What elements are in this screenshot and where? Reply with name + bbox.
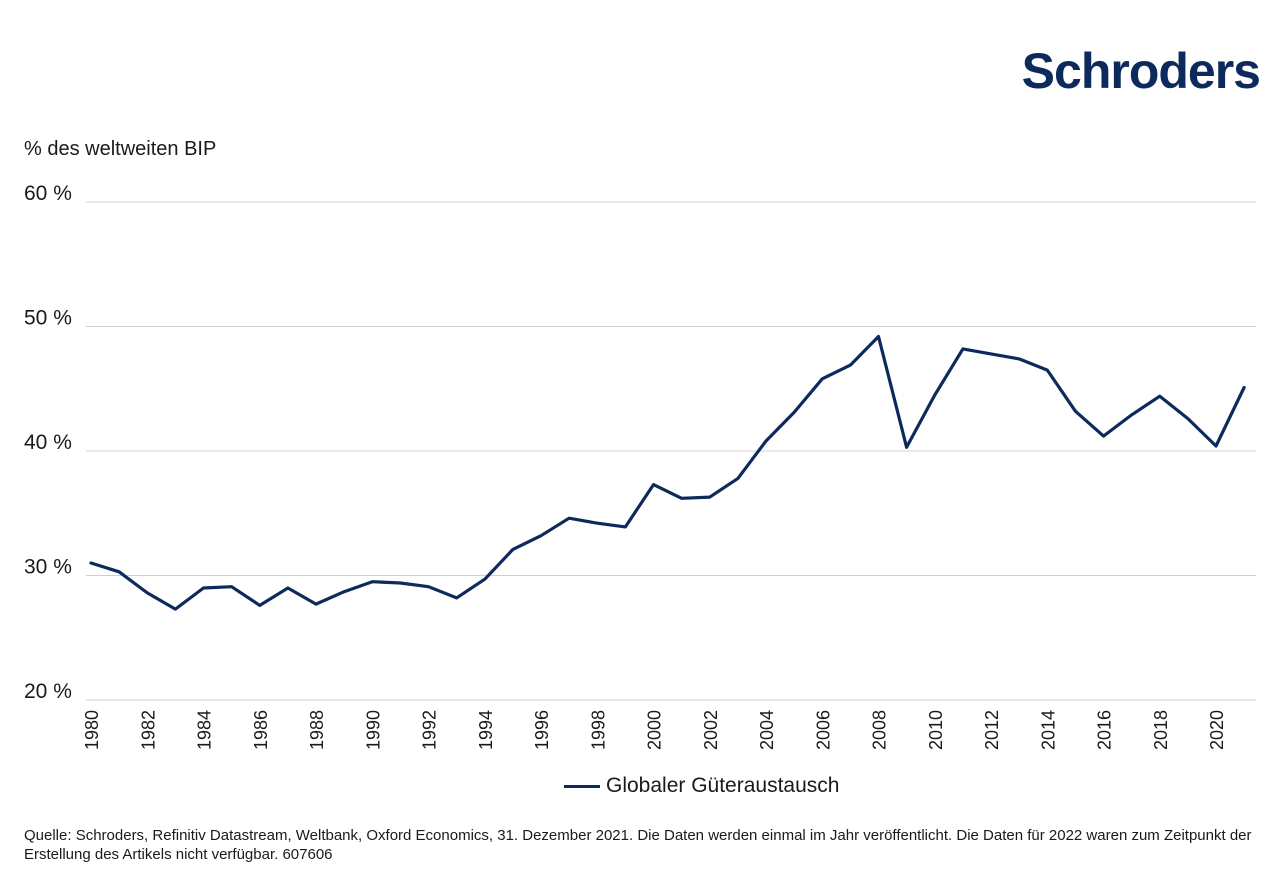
data-point (961, 347, 965, 351)
y-tick-label: 40 % (24, 431, 72, 454)
data-point (821, 377, 824, 380)
data-point (792, 411, 796, 414)
data-point (624, 525, 627, 529)
source-note: Quelle: Schroders, Refinitiv Datastream,… (24, 827, 1252, 863)
data-point (483, 578, 486, 581)
x-tick-label: 2000 (645, 710, 665, 750)
schroders-logo: Schroders (1021, 43, 1261, 99)
x-tick-label: 2018 (1151, 710, 1171, 750)
x-tick-label: 2020 (1207, 710, 1227, 750)
x-tick-label: 2012 (982, 710, 1002, 750)
data-point (230, 585, 233, 588)
legend-swatch (564, 784, 600, 788)
data-point (989, 352, 993, 356)
y-tick-label: 50 % (24, 307, 72, 330)
data-point (849, 363, 852, 367)
data-point (202, 586, 205, 590)
x-tick-label: 2014 (1038, 710, 1058, 750)
y-tick-label: 20 % (24, 680, 72, 703)
data-point (89, 561, 93, 565)
data-point (1017, 357, 1021, 361)
data-point (652, 483, 655, 486)
y-tick-label: 60 % (24, 182, 72, 205)
x-tick-label: 2004 (757, 710, 777, 750)
x-tick-label: 1994 (476, 710, 496, 750)
legend: Globaler Güteraustausch (564, 774, 839, 798)
x-tick-label: 1992 (420, 710, 440, 750)
x-tick-label: 1986 (251, 710, 271, 750)
data-point (511, 548, 515, 551)
data-point (258, 604, 261, 607)
legend-label: Globaler Güteraustausch (606, 774, 840, 797)
x-tick-label: 1980 (82, 710, 102, 750)
data-point (286, 586, 290, 590)
series-line (89, 334, 1246, 611)
data-point (933, 393, 936, 397)
y-tick-label: 30 % (24, 556, 72, 579)
data-point (905, 446, 908, 449)
data-point (455, 596, 458, 600)
data-point (539, 534, 543, 537)
data-point (736, 477, 740, 480)
data-point (117, 570, 121, 573)
data-point (146, 591, 149, 595)
data-point (399, 581, 402, 585)
x-tick-label: 1988 (307, 710, 327, 750)
data-point (371, 580, 374, 583)
x-tick-label: 1984 (195, 710, 215, 750)
data-point (596, 522, 599, 525)
x-tick-label: 1990 (363, 710, 383, 750)
data-point (1130, 413, 1133, 417)
data-point (1242, 386, 1246, 389)
data-point (1046, 368, 1049, 372)
data-point (567, 517, 571, 520)
x-tick-label: 1996 (532, 710, 552, 750)
data-point (877, 335, 880, 338)
x-tick-label: 2010 (926, 710, 946, 750)
x-tick-label: 2002 (701, 710, 721, 750)
data-point (427, 585, 430, 588)
x-tick-label: 1998 (588, 710, 608, 750)
x-tick-label: 2016 (1095, 710, 1115, 750)
y-axis-label: % des weltweiten BIP (24, 138, 217, 160)
data-point (314, 602, 318, 606)
data-point (1186, 417, 1190, 420)
data-point (1158, 395, 1161, 398)
x-tick-label: 2008 (870, 710, 890, 750)
data-point (708, 495, 711, 499)
data-point (764, 439, 768, 443)
data-point (342, 590, 346, 593)
x-tick-label: 2006 (813, 710, 833, 750)
data-point (680, 497, 683, 500)
data-point (1074, 409, 1077, 413)
data-point (1102, 434, 1105, 438)
data-point (174, 607, 177, 611)
x-tick-label: 1982 (138, 710, 158, 750)
data-point (1214, 444, 1218, 448)
